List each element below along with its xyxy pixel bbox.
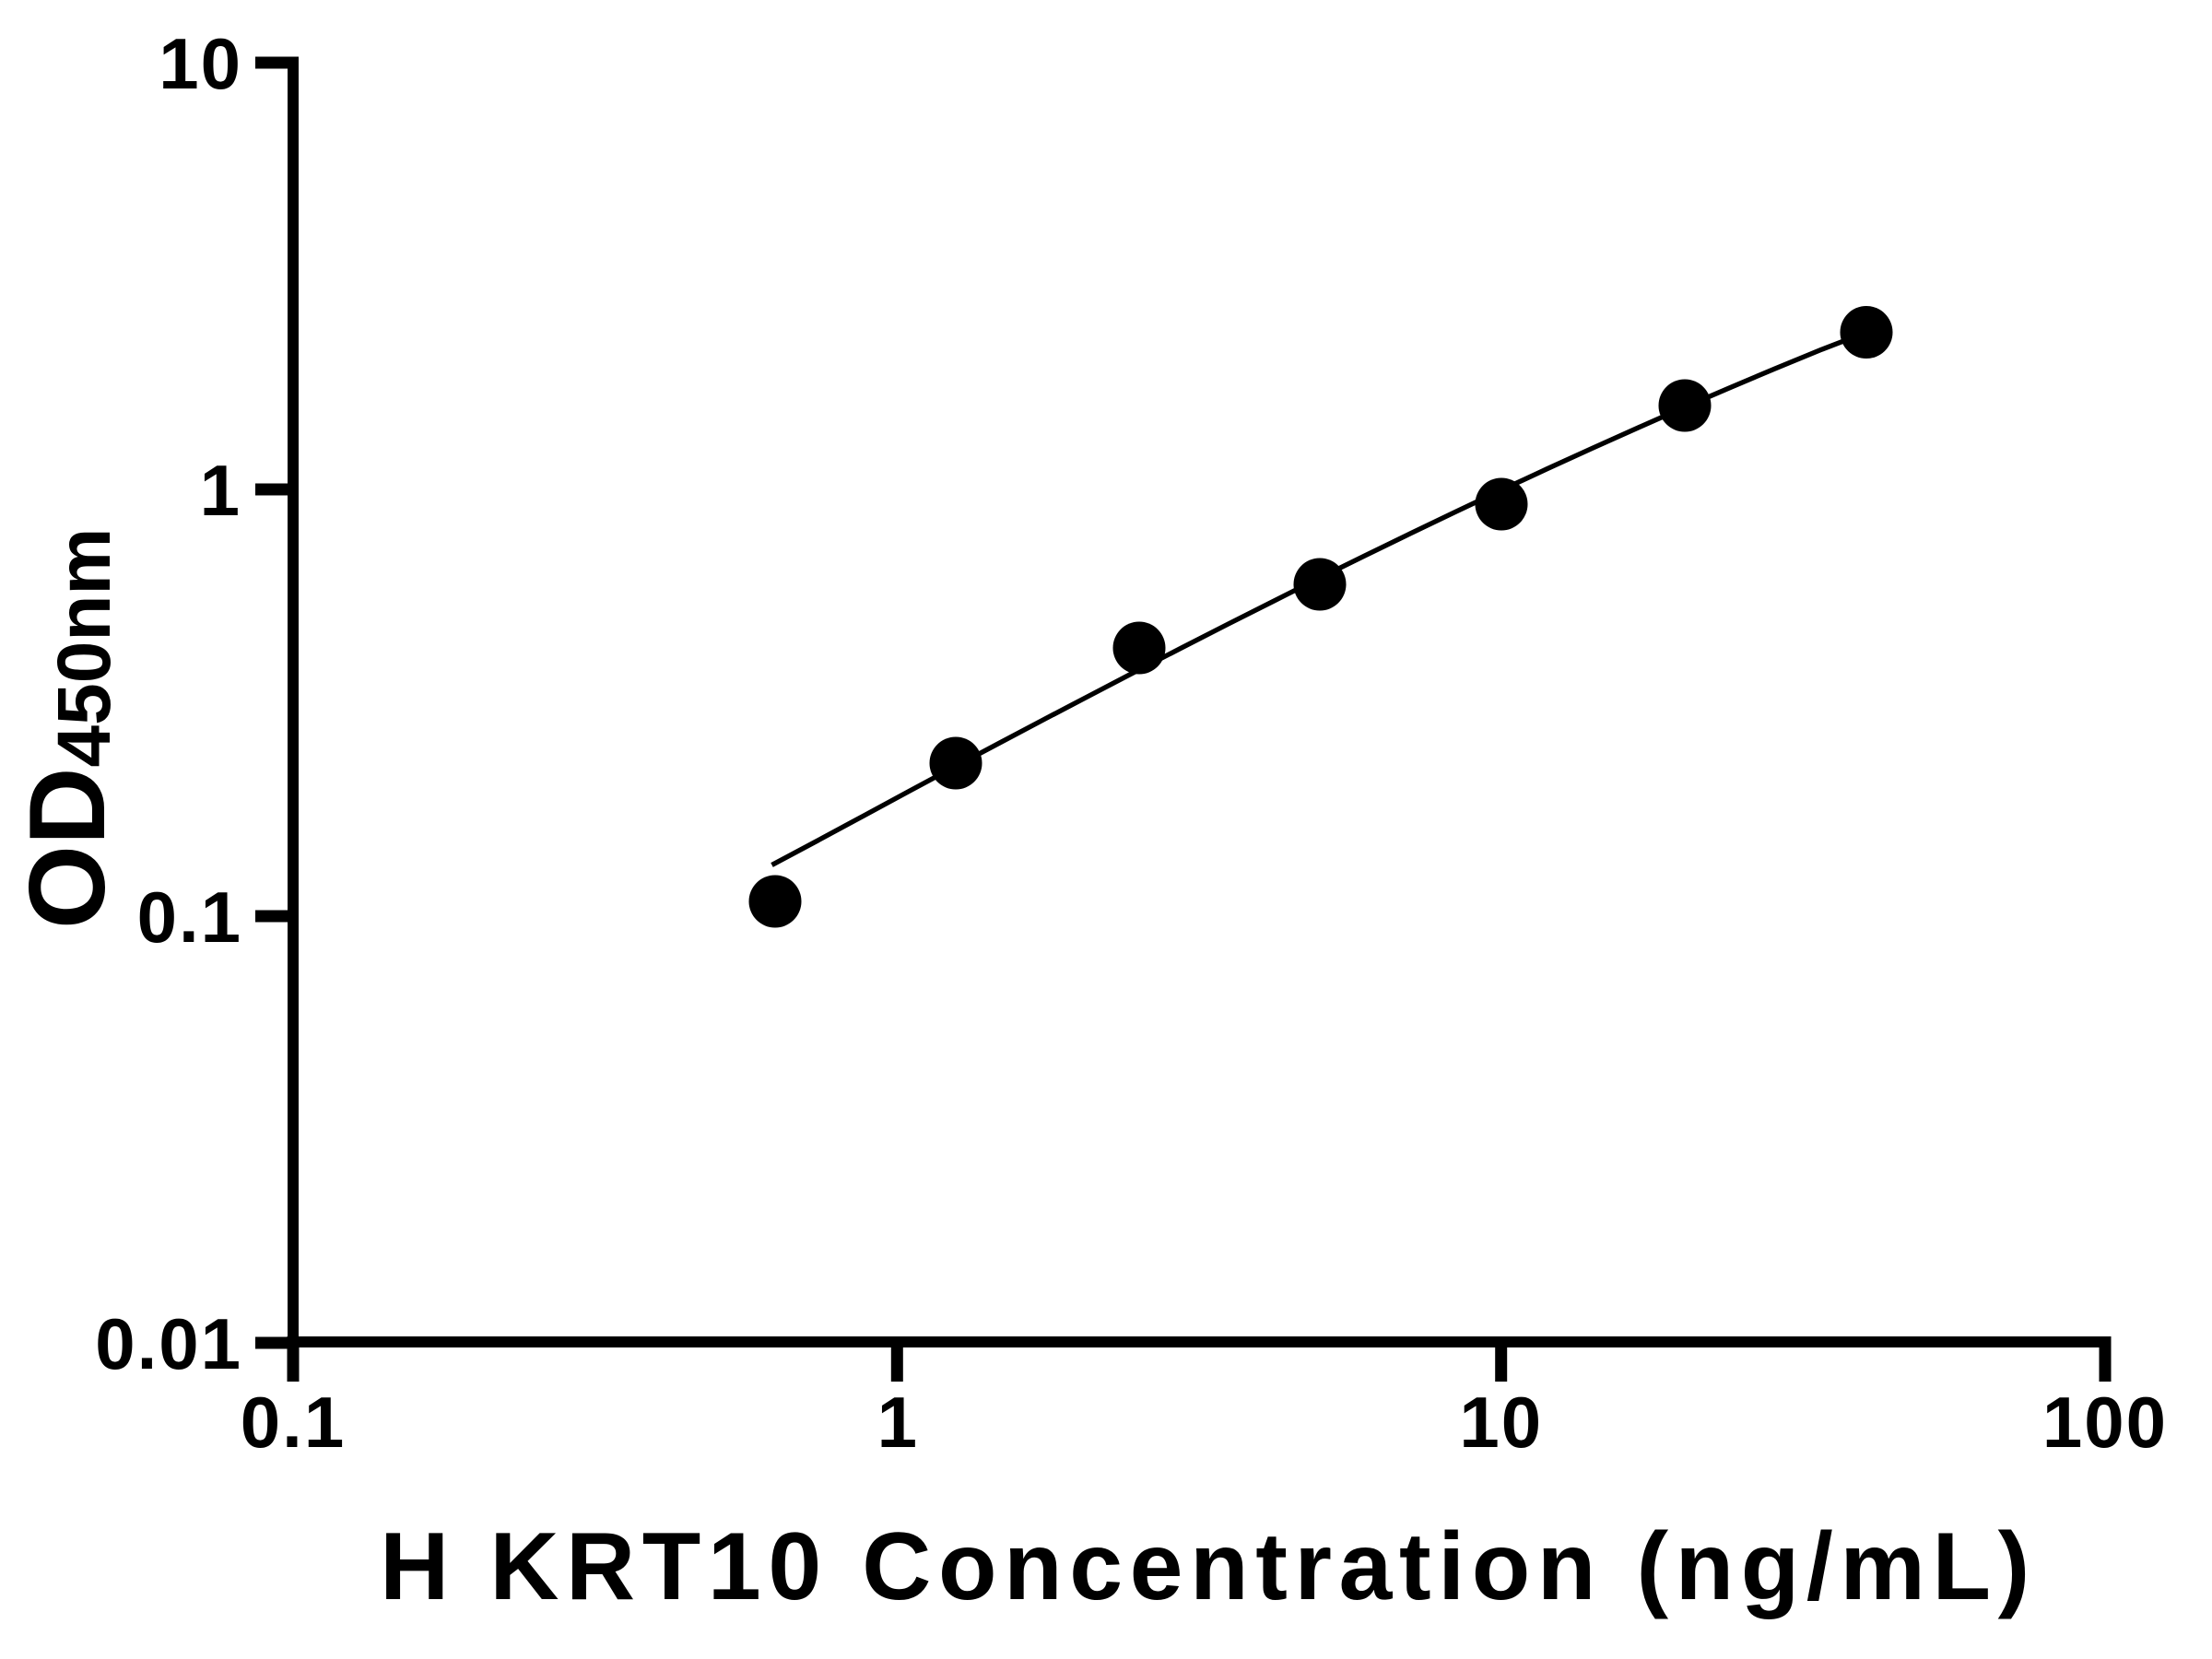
svg-text:100: 100 [2042,1382,2168,1463]
svg-text:H KRT10 Concentration (ng/mL): H KRT10 Concentration (ng/mL) [380,1513,2037,1620]
svg-text:0.1: 0.1 [241,1382,346,1463]
svg-text:1: 1 [877,1382,917,1463]
svg-text:0.01: 0.01 [95,1303,242,1384]
svg-text:1: 1 [200,450,240,531]
svg-text:10: 10 [1459,1382,1543,1463]
svg-text:10: 10 [159,23,242,104]
svg-text:0.1: 0.1 [137,877,242,958]
